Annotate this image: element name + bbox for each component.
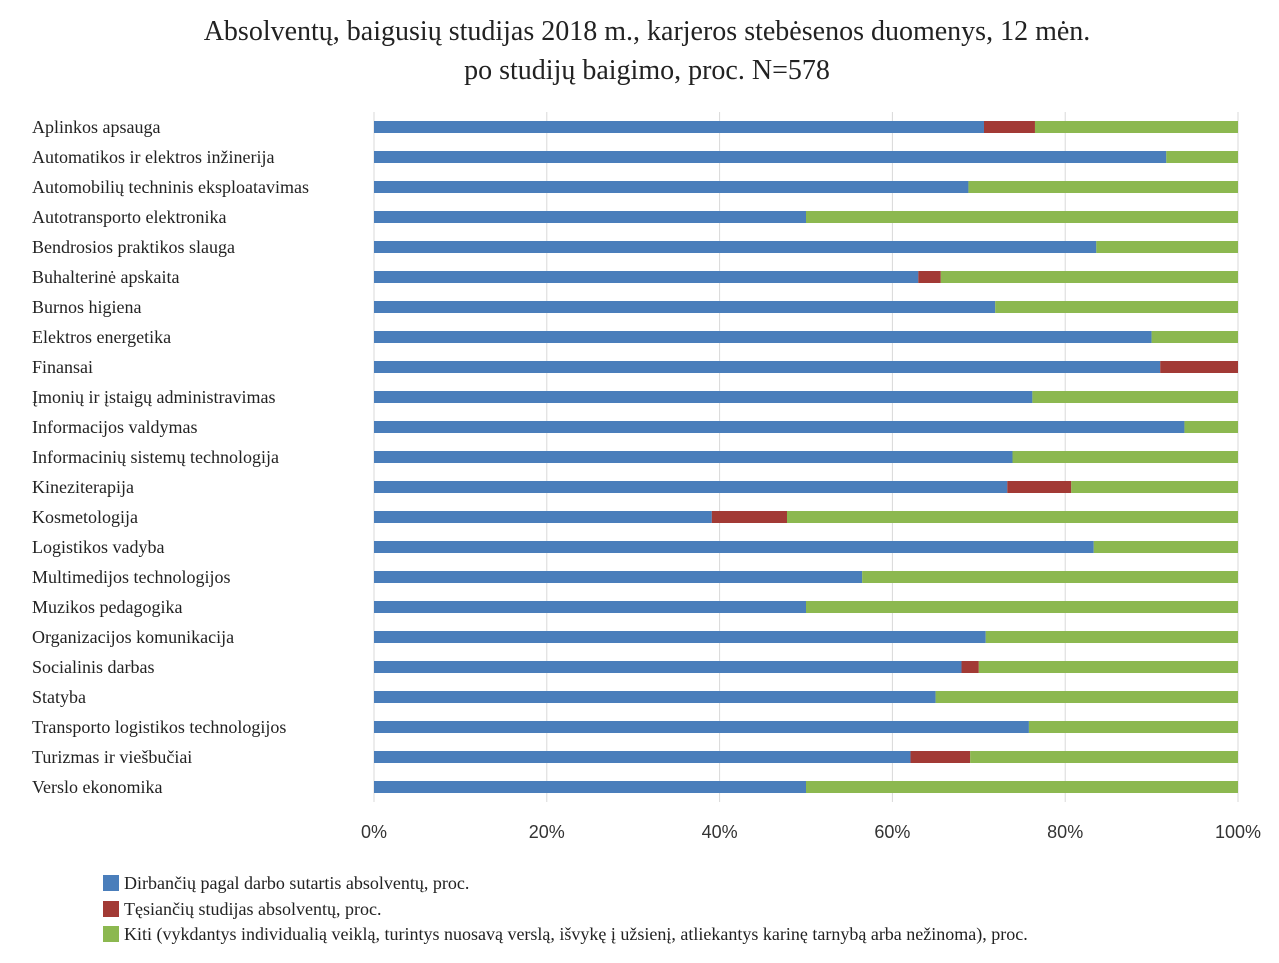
legend-label: Dirbančių pagal darbo sutartis absolvent…	[124, 873, 469, 893]
bar-segment-series-1	[374, 481, 1008, 493]
chart-title-line-2: po studijų baigimo, proc. N=578	[464, 55, 830, 86]
bars	[374, 121, 1238, 793]
x-tick-label: 40%	[702, 822, 738, 842]
bar-segment-series-3	[985, 631, 1238, 643]
category-label: Autotransporto elektronika	[32, 207, 226, 227]
x-axis-ticks: 0% 20% 40% 60% 80% 100%	[361, 822, 1261, 842]
category-label: Transporto logistikos technologijos	[32, 717, 286, 737]
bar-segment-series-3	[1034, 121, 1238, 133]
bar-segment-series-3	[1071, 481, 1238, 493]
bar-segment-series-3	[1151, 331, 1238, 343]
category-label: Buhalterinė apskaita	[32, 267, 179, 287]
legend: Dirbančių pagal darbo sutartis absolvent…	[103, 873, 1028, 945]
category-label: Bendrosios praktikos slauga	[32, 237, 235, 257]
bar-segment-series-2	[918, 271, 941, 283]
x-tick-label: 100%	[1215, 822, 1261, 842]
legend-swatch	[103, 875, 119, 891]
bar-segment-series-3	[806, 601, 1238, 613]
category-label: Finansai	[32, 357, 93, 377]
bar-segment-series-1	[374, 271, 919, 283]
bar-segment-series-1	[374, 601, 806, 613]
bar-segment-series-1	[374, 571, 863, 583]
bar-segment-series-1	[374, 301, 996, 313]
bar-segment-series-1	[374, 631, 986, 643]
bar-segment-series-3	[1184, 421, 1238, 433]
category-label: Muzikos pedagogika	[32, 597, 182, 617]
bar-segment-series-1	[374, 361, 1161, 373]
bar-segment-series-3	[862, 571, 1238, 583]
bar-segment-series-3	[935, 691, 1238, 703]
bar-segment-series-1	[374, 331, 1152, 343]
x-tick-label: 0%	[361, 822, 387, 842]
category-label: Aplinkos apsauga	[32, 117, 160, 137]
bar-segment-series-3	[1032, 391, 1238, 403]
chart-title: Absolventų, baigusių studijas 2018 m., k…	[204, 16, 1091, 86]
bar-segment-series-1	[374, 211, 806, 223]
bar-segment-series-2	[983, 121, 1035, 133]
bar-segment-series-1	[374, 391, 1033, 403]
bar-segment-series-3	[1012, 451, 1238, 463]
bar-segment-series-2	[1007, 481, 1072, 493]
category-label: Elektros energetika	[32, 327, 171, 347]
category-label: Įmonių ir įstaigų administravimas	[32, 387, 275, 407]
category-label: Kosmetologija	[32, 507, 138, 527]
bar-segment-series-3	[940, 271, 1238, 283]
bar-segment-series-3	[1093, 541, 1238, 553]
bar-segment-series-2	[910, 751, 971, 763]
bar-segment-series-3	[995, 301, 1238, 313]
category-labels: Aplinkos apsauga Automatikos ir elektros …	[32, 117, 309, 797]
legend-swatch	[103, 926, 119, 942]
category-label: Turizmas ir viešbučiai	[32, 747, 192, 767]
bar-segment-series-1	[374, 691, 936, 703]
legend-label: Tęsiančių studijas absolventų, proc.	[124, 899, 381, 919]
bar-segment-series-2	[711, 511, 787, 523]
category-label: Burnos higiena	[32, 297, 142, 317]
bar-segment-series-1	[374, 511, 712, 523]
bar-segment-series-2	[961, 661, 979, 673]
bar-segment-series-3	[786, 511, 1238, 523]
bar-segment-series-1	[374, 151, 1167, 163]
bar-segment-series-2	[1160, 361, 1238, 373]
category-label: Statyba	[32, 687, 86, 707]
x-tick-label: 80%	[1047, 822, 1083, 842]
bar-segment-series-3	[1096, 241, 1238, 253]
bar-segment-series-1	[374, 241, 1097, 253]
bar-segment-series-3	[968, 181, 1238, 193]
bar-segment-series-3	[1166, 151, 1238, 163]
category-label: Verslo ekonomika	[32, 777, 162, 797]
x-tick-label: 20%	[529, 822, 565, 842]
bar-segment-series-1	[374, 181, 969, 193]
category-label: Informacinių sistemų technologija	[32, 447, 279, 467]
bar-segment-series-3	[806, 211, 1238, 223]
bar-segment-series-3	[970, 751, 1238, 763]
bar-segment-series-1	[374, 541, 1094, 553]
category-label: Socialinis darbas	[32, 657, 154, 677]
category-label: Multimedijos technologijos	[32, 567, 231, 587]
bar-segment-series-1	[374, 751, 911, 763]
category-label: Automatikos ir elektros inžinerija	[32, 147, 274, 167]
bar-segment-series-1	[374, 451, 1013, 463]
legend-swatch	[103, 901, 119, 917]
category-label: Kineziterapija	[32, 477, 134, 497]
chart-title-line-1: Absolventų, baigusių studijas 2018 m., k…	[204, 16, 1091, 47]
bar-segment-series-3	[806, 781, 1238, 793]
category-label: Automobilių techninis eksploatavimas	[32, 177, 309, 197]
category-label: Organizacijos komunikacija	[32, 627, 234, 647]
bar-segment-series-1	[374, 421, 1185, 433]
bar-segment-series-3	[978, 661, 1238, 673]
category-label: Logistikos vadyba	[32, 537, 165, 557]
legend-label: Kiti (vykdantys individualią veiklą, tur…	[124, 924, 1028, 945]
bar-segment-series-1	[374, 721, 1029, 733]
bar-segment-series-3	[1028, 721, 1238, 733]
bar-segment-series-1	[374, 121, 984, 133]
x-tick-label: 60%	[874, 822, 910, 842]
category-label: Informacijos valdymas	[32, 417, 197, 437]
bar-segment-series-1	[374, 781, 806, 793]
bar-segment-series-1	[374, 661, 962, 673]
